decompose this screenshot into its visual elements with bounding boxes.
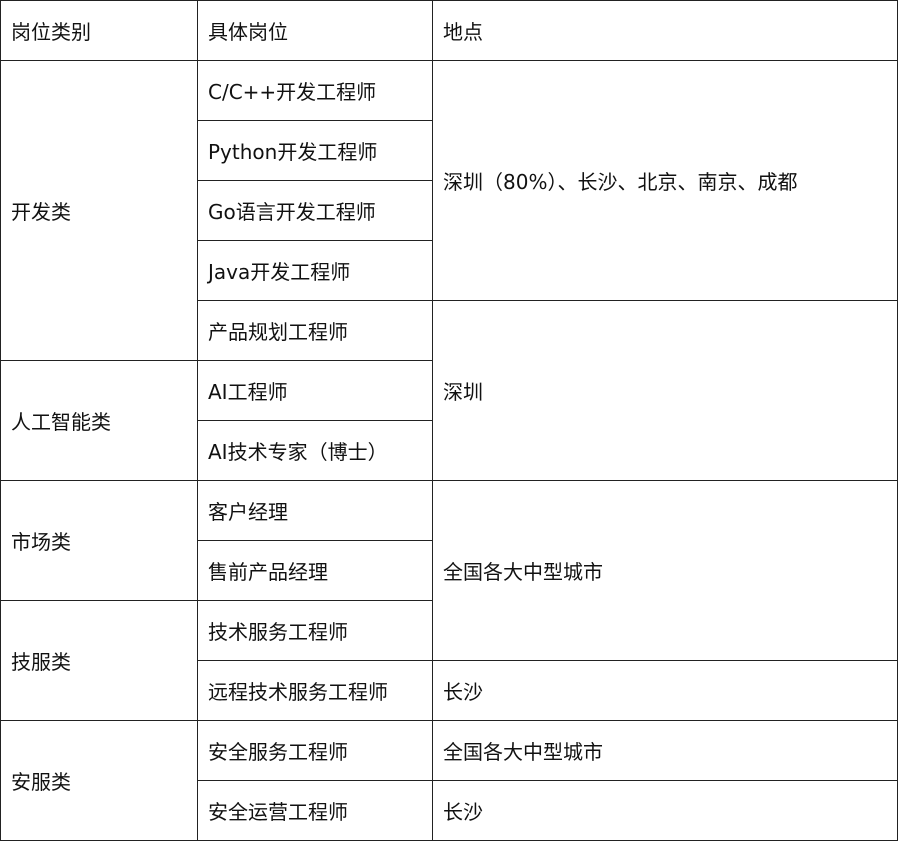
position-cell: Go语言开发工程师 (197, 180, 433, 241)
table-row: 安服类 安全服务工程师 全国各大中型城市 (0, 720, 898, 841)
header-cell: 岗位类别 (0, 0, 198, 61)
table-row: 开发类 C/C++开发工程师 深圳（80%）、长沙、北京、南京、成都 (0, 60, 898, 361)
location-cell: 全国各大中型城市 (432, 480, 898, 661)
position-cell: 售前产品经理 (197, 540, 433, 601)
table-row: 人工智能类 AI工程师 (0, 360, 898, 481)
location-cell: 深圳（80%）、长沙、北京、南京、成都 (432, 60, 898, 301)
table-row: Go语言开发工程师 (1, 180, 898, 241)
category-cell: 开发类 (0, 60, 198, 361)
table-row: Java开发工程师 (1, 240, 898, 301)
category-cell: 市场类 (0, 480, 198, 601)
position-cell: Java开发工程师 (197, 240, 433, 301)
position-cell: AI工程师 (197, 360, 433, 421)
position-cell: C/C++开发工程师 (197, 60, 433, 121)
position-cell: 技术服务工程师 (197, 600, 433, 661)
location-cell: 全国各大中型城市 (432, 720, 898, 781)
table-row: Python开发工程师 (1, 120, 898, 181)
table-row: 技服类 技术服务工程师 (0, 600, 898, 721)
category-cell: 安服类 (0, 720, 198, 841)
location-cell: 深圳 (432, 300, 898, 481)
header-cell: 地点 (432, 0, 898, 61)
category-cell: 技服类 (0, 600, 198, 721)
table-row: 安全运营工程师 长沙 (1, 780, 898, 841)
header-row: 岗位类别 具体岗位 地点 (0, 0, 898, 61)
table-row: 远程技术服务工程师 长沙 (1, 660, 898, 721)
header-cell: 具体岗位 (197, 0, 433, 61)
table-row: 市场类 客户经理 全国各大中型城市 (0, 480, 898, 661)
position-cell: 产品规划工程师 (197, 300, 433, 361)
position-cell: 客户经理 (197, 480, 433, 541)
location-cell: 长沙 (432, 780, 898, 841)
position-cell: 安全运营工程师 (197, 780, 433, 841)
position-cell: Python开发工程师 (197, 120, 433, 181)
location-cell: 长沙 (432, 660, 898, 721)
position-cell: 远程技术服务工程师 (197, 660, 433, 721)
category-cell: 人工智能类 (0, 360, 198, 481)
position-cell: 安全服务工程师 (197, 720, 433, 781)
table-row: AI技术专家（博士） (1, 420, 898, 481)
table-row: 售前产品经理 (1, 540, 898, 601)
position-cell: AI技术专家（博士） (197, 420, 433, 481)
